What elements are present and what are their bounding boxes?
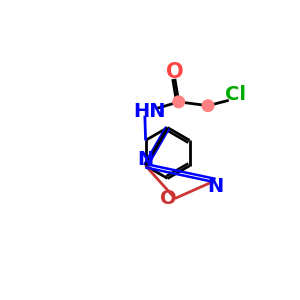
- Text: Cl: Cl: [225, 85, 246, 104]
- Text: N: N: [137, 150, 154, 169]
- Circle shape: [202, 100, 214, 112]
- Text: N: N: [207, 177, 224, 196]
- Text: O: O: [166, 62, 184, 82]
- Circle shape: [173, 96, 184, 108]
- Text: HN: HN: [133, 102, 166, 121]
- Text: O: O: [160, 189, 176, 208]
